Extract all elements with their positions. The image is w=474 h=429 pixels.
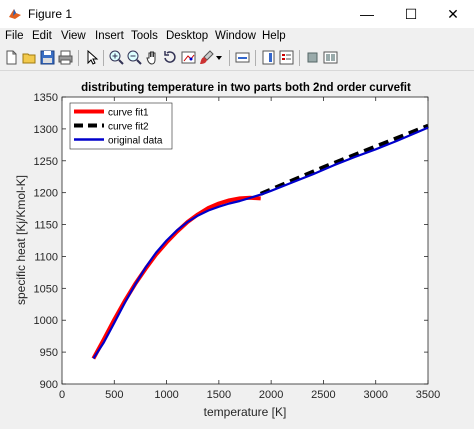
x-tick-label: 2000 xyxy=(259,389,283,401)
toolbar-separator xyxy=(229,50,230,66)
select-arrow-icon[interactable] xyxy=(83,49,100,66)
y-tick-label: 1300 xyxy=(34,124,58,136)
menu-file[interactable]: File xyxy=(5,30,24,42)
toolbar-separator xyxy=(299,50,300,66)
x-tick-label: 1000 xyxy=(154,389,178,401)
close-button[interactable]: ✕ xyxy=(447,6,459,22)
x-tick-label: 3500 xyxy=(416,389,440,401)
y-tick-label: 950 xyxy=(40,347,58,359)
menu-bar: File Edit View Insert Tools Desktop Wind… xyxy=(0,28,474,46)
menu-view[interactable]: View xyxy=(61,30,86,42)
rotate-3d-icon[interactable] xyxy=(162,49,179,66)
toolbar-separator xyxy=(255,50,256,66)
pan-hand-icon[interactable] xyxy=(144,49,161,66)
window-title: Figure 1 xyxy=(28,7,73,21)
insert-colorbar-icon[interactable] xyxy=(260,49,277,66)
toolbar-separator xyxy=(78,50,79,66)
y-tick-label: 1050 xyxy=(34,283,58,295)
zoom-out-icon[interactable] xyxy=(126,49,143,66)
x-tick-label: 3000 xyxy=(363,389,387,401)
window-titlebar: Figure 1 — ☐ ✕ xyxy=(0,0,474,28)
figure-toolbar xyxy=(0,46,474,71)
maximize-button[interactable]: ☐ xyxy=(404,6,418,22)
legend-entry-curve-fit1: curve fit1 xyxy=(108,108,149,119)
x-tick-label: 1500 xyxy=(207,389,231,401)
x-tick-label: 2500 xyxy=(311,389,335,401)
series-line-curve-fit2[interactable] xyxy=(259,123,429,196)
y-tick-label: 1350 xyxy=(34,92,58,104)
x-tick-label: 0 xyxy=(59,389,65,401)
legend-entry-original-data: original data xyxy=(108,136,163,147)
menu-window[interactable]: Window xyxy=(215,30,256,42)
y-tick-label: 1250 xyxy=(34,156,58,168)
figure-canvas: distributing temperature in two parts bo… xyxy=(0,71,474,424)
y-tick-label: 1100 xyxy=(34,251,58,263)
show-plot-tools-icon[interactable] xyxy=(322,49,339,66)
series-line-original-data[interactable] xyxy=(92,126,429,360)
y-tick-label: 1150 xyxy=(34,220,58,232)
legend-entry-curve-fit2: curve fit2 xyxy=(108,122,149,133)
matlab-app-icon xyxy=(9,9,21,19)
brush-dropdown-icon[interactable] xyxy=(215,49,223,66)
menu-tools[interactable]: Tools xyxy=(131,30,158,42)
x-axis-label: temperature [K] xyxy=(204,405,287,419)
menu-help[interactable]: Help xyxy=(262,30,286,42)
new-figure-icon[interactable] xyxy=(3,49,20,66)
y-tick-label: 1200 xyxy=(34,188,58,200)
legend[interactable]: curve fit1 curve fit2 original data xyxy=(69,102,173,150)
axis-ticks: 0 500 1000 1500 2000 2500 3000 3500 900 950 1000 10… xyxy=(34,92,441,401)
toolbar-separator xyxy=(103,50,104,66)
brush-icon[interactable] xyxy=(198,49,215,66)
chart-title: distributing temperature in two parts bo… xyxy=(81,82,411,94)
data-series xyxy=(91,123,429,360)
data-cursor-icon[interactable] xyxy=(180,49,197,66)
print-icon[interactable] xyxy=(57,49,74,66)
save-icon[interactable] xyxy=(39,49,56,66)
hide-plot-tools-icon[interactable] xyxy=(304,49,321,66)
plot-svg: distributing temperature in two parts bo… xyxy=(0,71,474,424)
menu-edit[interactable]: Edit xyxy=(32,30,52,42)
link-plot-icon[interactable] xyxy=(234,49,251,66)
y-tick-label: 900 xyxy=(40,379,58,391)
zoom-in-icon[interactable] xyxy=(108,49,125,66)
y-axis-label: specific heat [Kj/Kmol-K] xyxy=(14,175,28,305)
open-file-icon[interactable] xyxy=(21,49,38,66)
insert-legend-icon[interactable] xyxy=(278,49,295,66)
menu-insert[interactable]: Insert xyxy=(95,30,124,42)
x-tick-label: 500 xyxy=(105,389,123,401)
minimize-button[interactable]: — xyxy=(360,6,374,22)
menu-desktop[interactable]: Desktop xyxy=(166,30,209,42)
y-tick-label: 1000 xyxy=(34,315,58,327)
